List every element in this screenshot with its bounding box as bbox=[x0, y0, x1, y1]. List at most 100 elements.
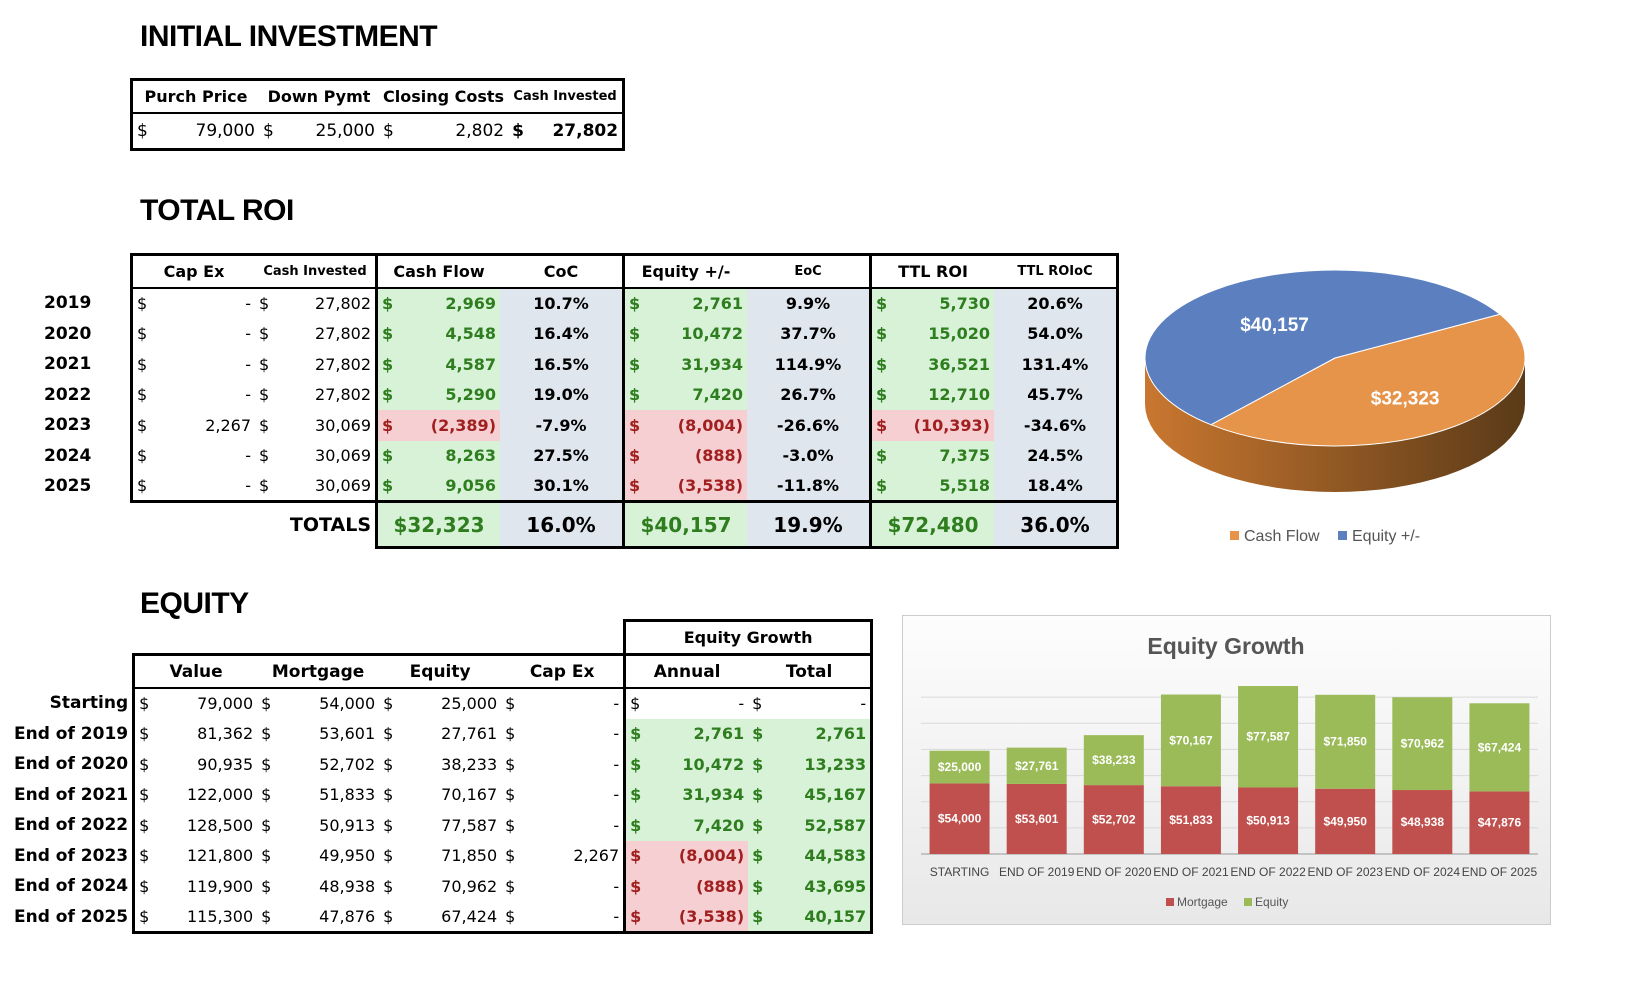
equity-value: $115,300 bbox=[132, 901, 258, 934]
totals-label: TOTALS bbox=[289, 514, 371, 537]
equity-header-3: Cap Ex bbox=[501, 653, 625, 689]
roi-cash-invested: $27,802 bbox=[259, 324, 371, 344]
roi-header-5: EoC bbox=[747, 253, 871, 289]
equity-equity: $71,850 bbox=[383, 846, 498, 866]
bar-equity-4 bbox=[1238, 686, 1299, 788]
legend-equity-label: Equity +/- bbox=[1352, 528, 1420, 545]
roi-year: 2022 bbox=[44, 384, 92, 405]
bar-label-equity-2: $38,233 bbox=[1092, 753, 1136, 767]
equity-row-label: End of 2021 bbox=[14, 784, 129, 805]
roi-cash-flow: $4,587 bbox=[375, 349, 500, 380]
equity-mortgage: $54,000 bbox=[261, 694, 376, 714]
roi-equity: $7,420 bbox=[622, 379, 747, 410]
legend-cashflow-swatch bbox=[1230, 531, 1239, 540]
equity-mortgage: $47,876 bbox=[257, 901, 380, 934]
initial-investment-table: Purch Price Down Pymt Closing Costs Cash… bbox=[130, 78, 626, 151]
initial-investment-heading: INITIAL INVESTMENT bbox=[140, 20, 438, 53]
bar-mortgage-3 bbox=[1160, 786, 1221, 854]
equity-heading: EQUITY bbox=[140, 587, 249, 620]
equity-total: $45,167 bbox=[748, 779, 874, 810]
equity-annual: $ (888) bbox=[623, 871, 749, 902]
roi-year: 2024 bbox=[44, 445, 92, 466]
pie-legend: Cash Flow Equity +/- bbox=[1230, 528, 1420, 545]
roi-coc: 30.1% bbox=[500, 471, 624, 503]
roi-row: 2023 $2,267 $30,069 $ (2,389) -7.9% $ (8,004) -2… bbox=[40, 410, 1119, 441]
roi-coc: 16.5% bbox=[500, 349, 624, 380]
roi-ttl-roioc: 45.7% bbox=[994, 379, 1119, 410]
equity-annual: $ - bbox=[623, 688, 749, 719]
bar-label-equity-5: $71,850 bbox=[1323, 735, 1367, 749]
equity-row: End of 2023 $121,800 $49,950 $71,850 $2,267 $… bbox=[10, 840, 874, 871]
equity-capex: $ - bbox=[501, 901, 625, 934]
equity-total: $43,695 bbox=[748, 871, 874, 902]
equity-total: $2,761 bbox=[748, 718, 874, 749]
equity-equity: $27,761 bbox=[383, 724, 498, 744]
equity-row-label: End of 2020 bbox=[14, 754, 129, 775]
roi-ttl-roioc: -34.6% bbox=[994, 410, 1119, 441]
roi-ttl: $12,710 bbox=[869, 379, 994, 410]
roi-header-3: CoC bbox=[500, 253, 624, 289]
total-cash-flow: $32,323 bbox=[375, 500, 500, 549]
bar-equity-3 bbox=[1160, 694, 1221, 787]
roi-coc: 10.7% bbox=[500, 288, 624, 319]
equity-row: End of 2025 $115,300 $47,876 $67,424 $ - $ (3,5… bbox=[10, 901, 874, 934]
roi-cash-invested: $27,802 bbox=[259, 385, 371, 405]
equity-value: $119,900 bbox=[132, 871, 258, 902]
roi-table-container: Cap Ex Cash Invested Cash Flow CoC Equity +/… bbox=[40, 253, 1119, 549]
roi-header-1: Cash Invested bbox=[255, 253, 377, 289]
total-equity: $40,157 bbox=[622, 500, 747, 549]
pie-label-equity: $40,157 bbox=[1240, 315, 1309, 336]
roi-equity: $31,934 bbox=[622, 349, 747, 380]
equity-row: End of 2022 $128,500 $50,913 $77,587 $ - $7,42… bbox=[10, 810, 874, 841]
equity-capex: $ - bbox=[505, 724, 620, 744]
roi-row: 2024 $ - $30,069 $8,263 27.5% $ (888) -3.0% $7,37… bbox=[40, 440, 1119, 471]
equity-mortgage: $50,913 bbox=[261, 815, 376, 835]
roi-year: 2019 bbox=[44, 293, 92, 314]
equity-row: End of 2020 $90,935 $52,702 $38,233 $ - $10,47… bbox=[10, 749, 874, 780]
x-tick-label: END OF 2019 bbox=[999, 865, 1075, 879]
equity-equity: $67,424 bbox=[379, 901, 502, 934]
equity-annual: $10,472 bbox=[623, 749, 749, 780]
bar-legend: Mortgage Equity bbox=[1166, 895, 1288, 909]
roi-year: 2020 bbox=[44, 323, 92, 344]
roi-row: 2022 $ - $27,802 $5,290 19.0% $7,420 26.7% $12,7… bbox=[40, 379, 1119, 410]
roi-capex: $ - bbox=[130, 288, 255, 319]
equity-header-0: Value bbox=[132, 653, 258, 689]
equity-value: $81,362 bbox=[132, 718, 258, 749]
roi-cash-invested: $30,069 bbox=[259, 446, 371, 466]
roi-table: Cap Ex Cash Invested Cash Flow CoC Equity +/… bbox=[40, 253, 1119, 549]
equity-capex: $ - bbox=[505, 876, 620, 896]
legend-equity-swatch bbox=[1244, 898, 1252, 906]
equity-annual: $2,761 bbox=[623, 718, 749, 749]
total-eoc: 19.9% bbox=[747, 500, 871, 549]
header-closing-costs: Closing Costs bbox=[383, 87, 505, 106]
roi-ttl: $36,521 bbox=[869, 349, 994, 380]
roi-eoc: -26.6% bbox=[747, 410, 871, 441]
roi-equity: $ (888) bbox=[622, 440, 747, 471]
equity-capex: $ - bbox=[505, 785, 620, 805]
equity-row: Starting $79,000 $54,000 $25,000 $ - $ - $ - bbox=[10, 688, 874, 719]
equity-header-1: Mortgage bbox=[257, 653, 380, 689]
roi-ttl-roioc: 131.4% bbox=[994, 349, 1119, 380]
equity-equity: $25,000 bbox=[383, 694, 498, 714]
roi-ttl: $5,518 bbox=[869, 471, 994, 503]
roi-ttl-roioc: 24.5% bbox=[994, 440, 1119, 471]
equity-mortgage: $48,938 bbox=[261, 876, 376, 896]
bar-label-mortgage-3: $51,833 bbox=[1169, 813, 1213, 827]
roi-equity: $10,472 bbox=[622, 318, 747, 349]
roi-coc: 27.5% bbox=[500, 440, 624, 471]
roi-header-0: Cap Ex bbox=[130, 253, 255, 289]
roi-cash-flow: $9,056 bbox=[375, 471, 500, 503]
bar-label-mortgage-1: $53,601 bbox=[1015, 812, 1059, 826]
roi-cash-flow: $4,548 bbox=[375, 318, 500, 349]
roi-year: 2025 bbox=[44, 476, 92, 497]
roi-equity: $ (8,004) bbox=[622, 410, 747, 441]
x-tick-label: END OF 2023 bbox=[1308, 865, 1384, 879]
pie-slice-cashflow bbox=[1209, 313, 1526, 447]
roi-cash-invested: $27,802 bbox=[259, 294, 371, 314]
bar-equity-5 bbox=[1315, 694, 1376, 789]
roi-equity: $2,761 bbox=[622, 288, 747, 319]
equity-row: End of 2019 $81,362 $53,601 $27,761 $ - $2,761… bbox=[10, 718, 874, 749]
bar-label-mortgage-4: $50,913 bbox=[1246, 814, 1290, 828]
bar-label-equity-1: $27,761 bbox=[1015, 759, 1059, 773]
